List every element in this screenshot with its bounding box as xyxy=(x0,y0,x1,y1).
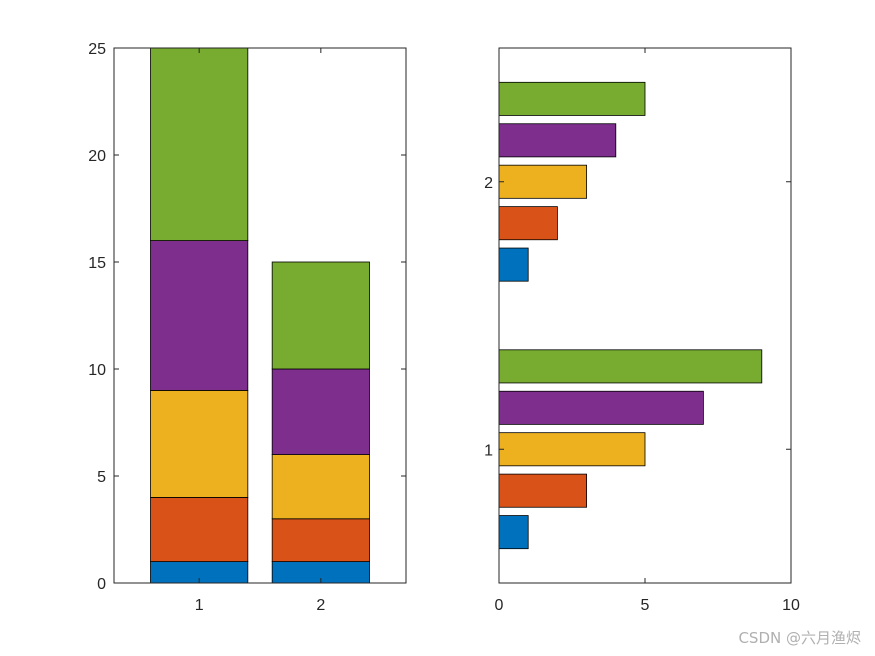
axes-box xyxy=(498,47,792,584)
stacked-bar-cat1-seg4 xyxy=(150,240,249,391)
grouped-barh-axes: 1 2 0 5 10 xyxy=(484,47,800,614)
y-tick-label: 20 xyxy=(88,148,106,165)
stacked-bar-cat1-seg5 xyxy=(150,47,249,242)
y-tick-label: 0 xyxy=(97,576,106,593)
y-tick-label: 25 xyxy=(88,41,106,58)
hbar-cat1-series5 xyxy=(498,349,763,384)
hbar-cat1-series3 xyxy=(498,432,646,467)
hbar-cat2-series3 xyxy=(498,164,587,199)
stacked-bar-cat2-seg2 xyxy=(271,518,370,562)
hbar-cat2-series4 xyxy=(498,123,617,158)
stacked-bar-cat2-seg4 xyxy=(271,368,370,455)
x-tick-label: 2 xyxy=(316,597,325,614)
x-tick-label: 1 xyxy=(195,597,204,614)
y-tick-label: 1 xyxy=(484,442,493,459)
x-tick-label: 5 xyxy=(641,597,650,614)
stacked-bar-cat2-seg5 xyxy=(271,261,370,370)
x-tick-label: 0 xyxy=(495,597,504,614)
x-tick-label: 10 xyxy=(782,597,800,614)
hbar-cat2-series1 xyxy=(498,247,529,282)
y-tick-label: 15 xyxy=(88,255,106,272)
hbar-cat1-series1 xyxy=(498,515,529,550)
y-tick-label: 2 xyxy=(484,175,493,192)
hbar-cat1-series2 xyxy=(498,473,587,508)
stacked-bar-cat1-seg2 xyxy=(150,496,249,562)
watermark: CSDN @六月渔烬 xyxy=(738,629,861,647)
stacked-bar-cat2-seg3 xyxy=(271,454,370,520)
stacked-bar-cat1-seg3 xyxy=(150,389,249,498)
axes-box xyxy=(113,47,407,584)
hbar-cat2-series5 xyxy=(498,81,646,116)
y-tick-label: 5 xyxy=(97,469,106,486)
hbar-cat1-series4 xyxy=(498,390,704,425)
hbar-cat2-series2 xyxy=(498,206,558,241)
y-tick-label: 10 xyxy=(88,362,106,379)
